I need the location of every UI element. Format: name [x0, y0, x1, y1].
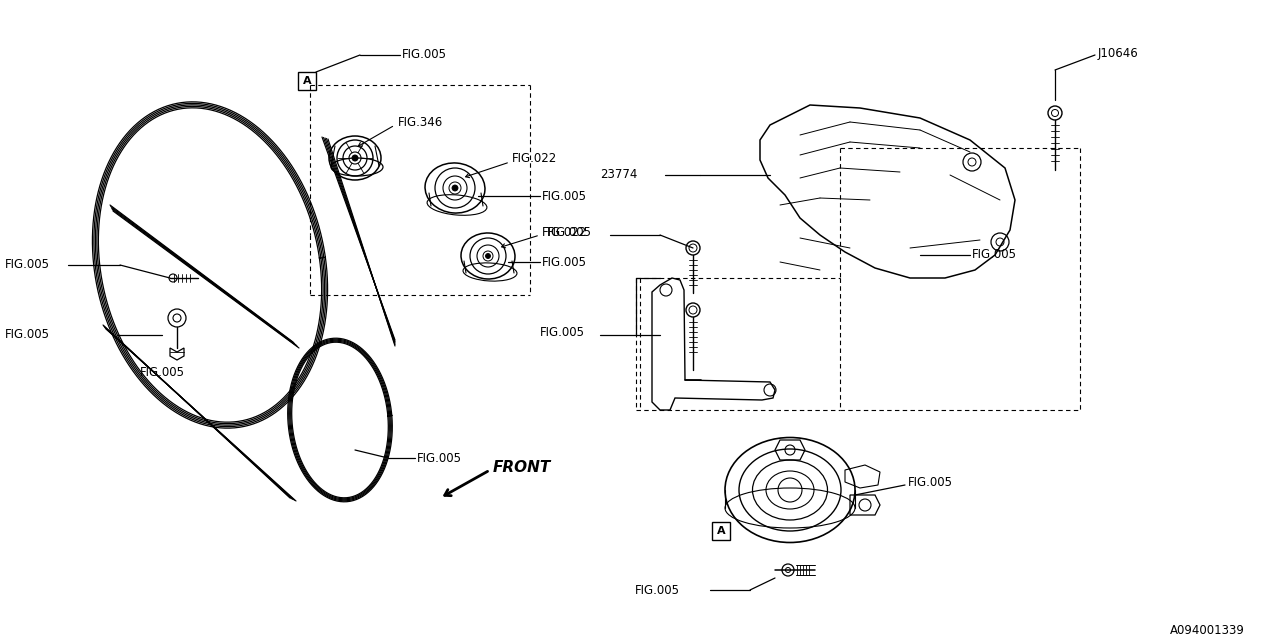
Text: A: A [302, 76, 311, 86]
Text: FIG.005: FIG.005 [547, 225, 591, 239]
Text: FIG.022: FIG.022 [541, 225, 588, 239]
Text: FIG.022: FIG.022 [512, 152, 557, 166]
Circle shape [485, 253, 490, 259]
Text: A: A [717, 526, 726, 536]
Text: FIG.005: FIG.005 [540, 326, 585, 339]
Text: FIG.005: FIG.005 [5, 328, 50, 342]
Text: FIG.005: FIG.005 [972, 248, 1018, 262]
Circle shape [352, 155, 358, 161]
Text: 23774: 23774 [600, 168, 637, 182]
Text: J10646: J10646 [1098, 47, 1139, 60]
Text: FIG.005: FIG.005 [417, 451, 462, 465]
Circle shape [452, 185, 458, 191]
Text: FRONT: FRONT [493, 461, 552, 476]
Text: FIG.005: FIG.005 [541, 189, 588, 202]
Text: FIG.005: FIG.005 [402, 49, 447, 61]
Text: A094001339: A094001339 [1170, 623, 1245, 637]
Text: FIG.005: FIG.005 [140, 365, 186, 378]
Text: FIG.005: FIG.005 [5, 259, 50, 271]
Text: FIG.005: FIG.005 [541, 255, 588, 269]
Text: FIG.005: FIG.005 [908, 477, 954, 490]
Text: FIG.346: FIG.346 [398, 115, 443, 129]
Text: FIG.005: FIG.005 [635, 584, 680, 596]
